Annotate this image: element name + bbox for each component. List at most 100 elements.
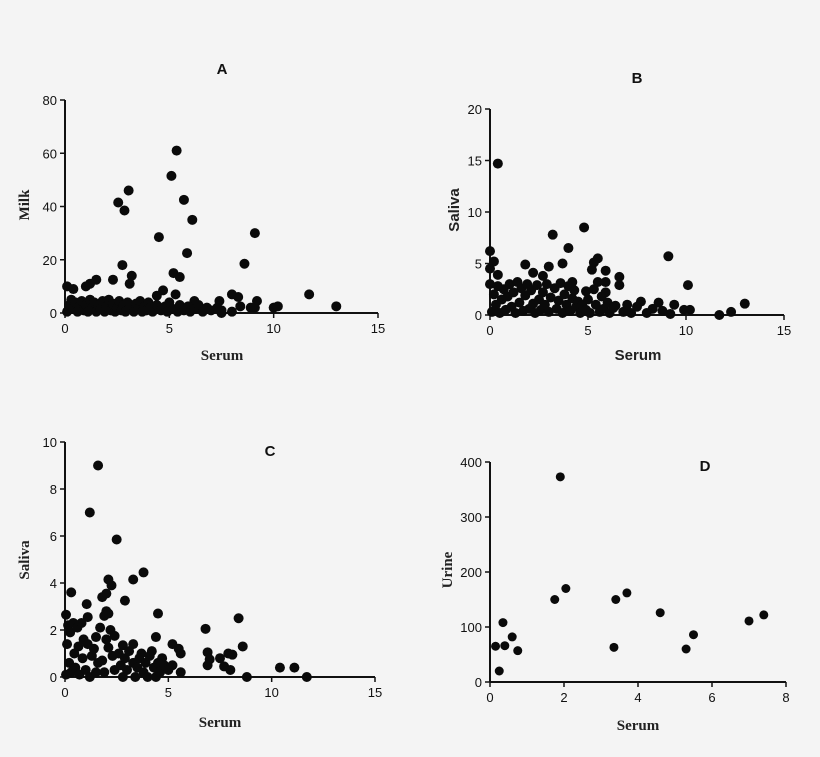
data-point (107, 274, 118, 285)
data-point (200, 623, 211, 634)
data-point (714, 310, 725, 320)
data-point (510, 307, 521, 318)
data-point (144, 650, 155, 661)
y-axis-label: Urine (440, 551, 456, 588)
data-point (73, 641, 84, 652)
data-point (225, 664, 236, 675)
data-point (545, 292, 556, 303)
data-point (485, 279, 495, 290)
data-point (68, 284, 79, 295)
data-point (547, 229, 558, 240)
panel-title: D (700, 458, 711, 475)
y-tick-label: 0 (475, 675, 482, 690)
x-axis-label: Serum (199, 715, 242, 731)
data-point (301, 672, 312, 682)
data-point (249, 228, 260, 239)
data-point (528, 267, 539, 278)
data-point (91, 632, 101, 643)
data-point (543, 261, 554, 272)
data-point (241, 672, 252, 682)
data-point (669, 299, 680, 310)
data-point (508, 287, 519, 298)
data-point (202, 660, 213, 671)
data-point (498, 618, 508, 628)
x-tick-label: 8 (782, 690, 789, 705)
y-tick-label: 60 (43, 146, 57, 161)
data-point (537, 270, 548, 281)
data-point (679, 304, 690, 315)
data-point (513, 646, 523, 656)
y-tick-label: 15 (468, 154, 482, 169)
data-point (150, 632, 161, 643)
data-point (113, 197, 124, 208)
data-point (84, 507, 95, 518)
y-tick-label: 400 (460, 455, 482, 470)
data-point (488, 289, 499, 300)
x-tick-label: 5 (166, 321, 173, 336)
data-point (61, 609, 72, 620)
x-tick-label: 0 (61, 321, 68, 336)
x-tick-label: 5 (584, 323, 591, 338)
data-point (227, 649, 238, 660)
y-tick-label: 0 (50, 670, 57, 685)
data-point (82, 612, 93, 623)
data-point (233, 613, 244, 624)
data-point (111, 534, 122, 545)
data-point (124, 278, 135, 289)
y-axis-label: Saliva (446, 188, 463, 232)
data-point (153, 608, 163, 619)
data-point (175, 648, 186, 659)
data-point (588, 284, 599, 295)
data-point (123, 185, 134, 196)
data-point (171, 145, 182, 156)
data-point (106, 580, 117, 591)
data-point (600, 265, 611, 276)
data-point (541, 279, 552, 290)
data-point (543, 306, 554, 317)
panel-a: 0 5 10 15 0 20 40 60 80 A Serum Milk (17, 61, 385, 364)
x-tick-label: 6 (708, 690, 715, 705)
data-point (175, 667, 186, 678)
data-point (237, 641, 248, 652)
data-point (614, 280, 625, 291)
data-point (274, 662, 285, 673)
y-tick-label: 100 (460, 620, 482, 635)
data-point (130, 672, 141, 682)
y-tick-label: 80 (43, 93, 57, 108)
data-point (504, 279, 515, 290)
x-tick-label: 15 (368, 685, 382, 700)
data-point (163, 664, 174, 675)
data-point (657, 305, 668, 316)
data-point (622, 299, 633, 310)
data-point (557, 307, 568, 318)
data-point (665, 308, 676, 319)
y-tick-label: 300 (460, 510, 482, 525)
x-tick-label: 0 (486, 690, 493, 705)
y-tick-label: 20 (43, 253, 57, 268)
data-point (119, 595, 130, 606)
data-point (569, 285, 580, 296)
data-point (655, 608, 665, 618)
data-point (289, 662, 300, 673)
data-point (103, 608, 114, 619)
data-point (514, 297, 525, 308)
data-point (182, 248, 193, 259)
data-point (97, 655, 108, 666)
y-tick-label: 4 (50, 576, 57, 591)
y-tick-label: 6 (50, 529, 57, 544)
data-point (586, 264, 597, 275)
data-point (122, 664, 132, 675)
panel-title: B (632, 70, 643, 87)
data-point (151, 290, 162, 301)
data-point (614, 271, 625, 282)
data-point (235, 301, 246, 312)
x-axis-label: Serum (617, 718, 660, 734)
data-point (555, 472, 565, 482)
y-tick-label: 2 (50, 623, 57, 638)
data-point (532, 280, 543, 291)
data-point (555, 278, 566, 289)
y-tick-label: 200 (460, 565, 482, 580)
y-tick-label: 0 (475, 308, 482, 323)
data-point (226, 306, 237, 317)
